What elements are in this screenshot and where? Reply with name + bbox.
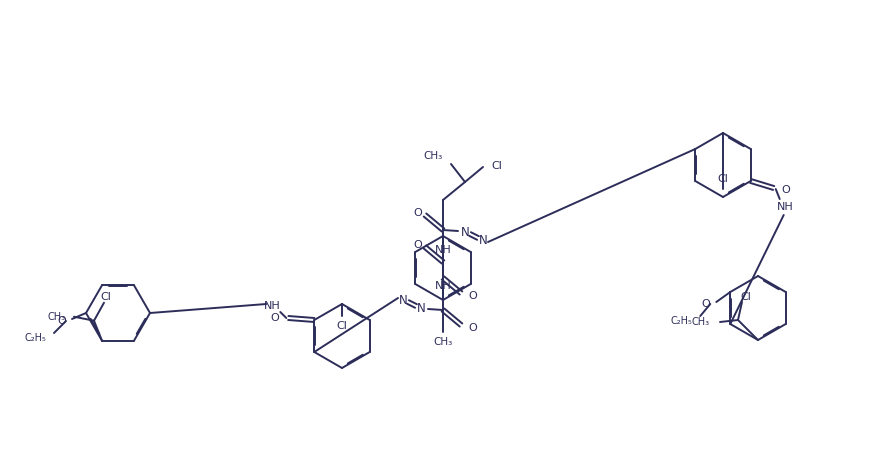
Text: O: O <box>468 323 477 333</box>
Text: O: O <box>414 208 423 218</box>
Text: CH₃: CH₃ <box>424 151 443 161</box>
Text: O: O <box>57 316 66 326</box>
Text: N: N <box>479 234 488 247</box>
Text: C₂H₅: C₂H₅ <box>25 333 46 343</box>
Text: NH: NH <box>777 202 794 212</box>
Text: Cl: Cl <box>337 321 347 331</box>
Text: Cl: Cl <box>491 161 502 171</box>
Text: O: O <box>270 313 279 323</box>
Text: O: O <box>781 185 790 195</box>
Text: N: N <box>460 226 469 238</box>
Text: NH: NH <box>435 281 452 291</box>
Text: Cl: Cl <box>717 174 729 184</box>
Text: CH₃: CH₃ <box>48 312 66 322</box>
Text: NH: NH <box>264 301 281 311</box>
Text: N: N <box>399 294 408 307</box>
Text: CH₃: CH₃ <box>692 317 710 327</box>
Text: O: O <box>468 291 477 301</box>
Text: Cl: Cl <box>101 292 111 302</box>
Text: O: O <box>702 299 710 309</box>
Text: Cl: Cl <box>740 292 752 302</box>
Text: O: O <box>414 240 423 250</box>
Text: NH: NH <box>435 245 452 255</box>
Text: C₂H₅: C₂H₅ <box>671 316 692 326</box>
Text: CH₃: CH₃ <box>433 337 453 347</box>
Text: N: N <box>417 301 425 315</box>
